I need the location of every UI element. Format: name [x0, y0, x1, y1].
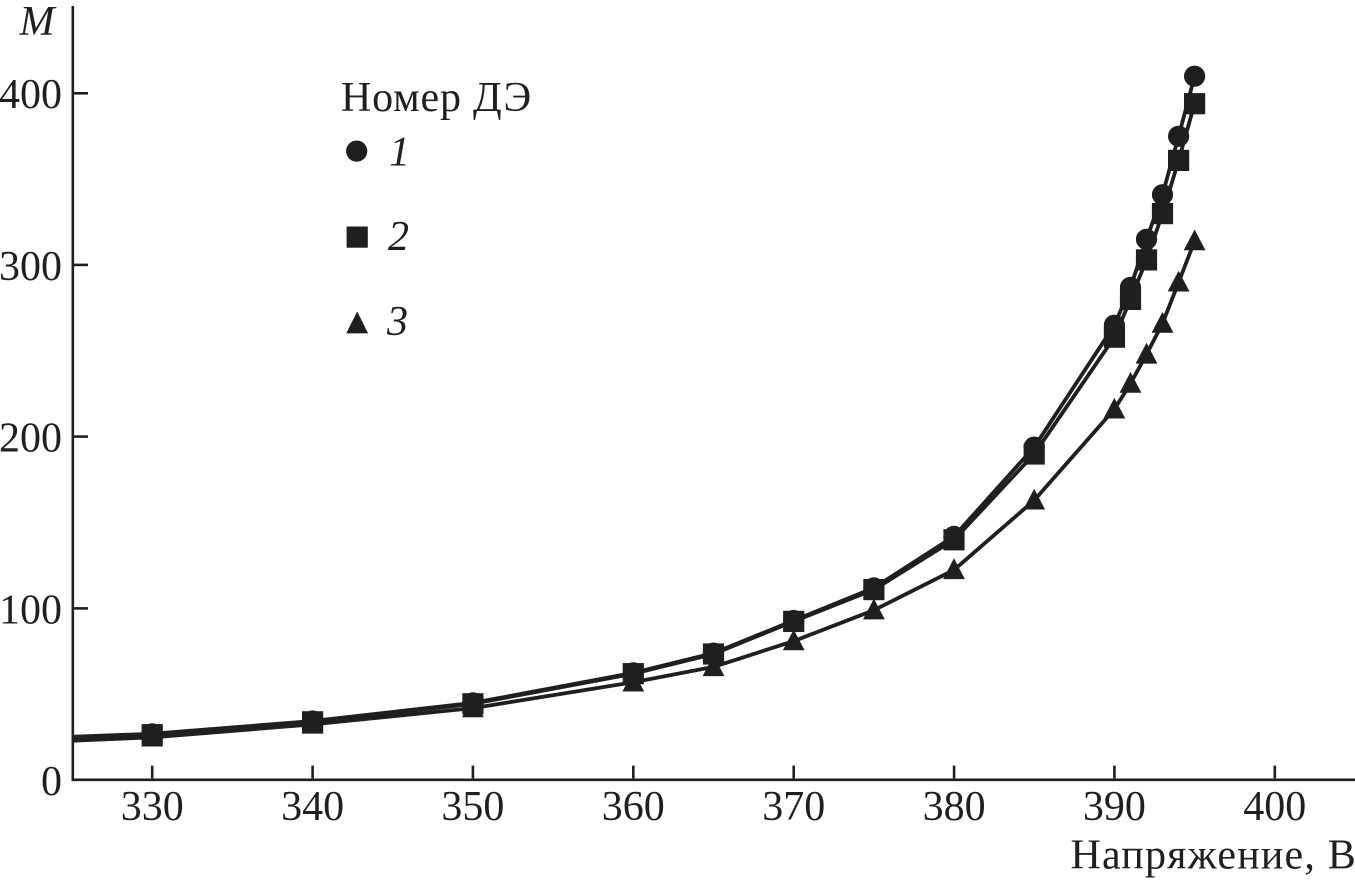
svg-text:360: 360 [602, 784, 665, 830]
svg-text:370: 370 [762, 784, 825, 830]
svg-text:330: 330 [121, 784, 184, 830]
svg-text:380: 380 [923, 784, 986, 830]
svg-text:M: M [19, 0, 57, 45]
svg-text:390: 390 [1083, 784, 1146, 830]
svg-text:2: 2 [388, 214, 409, 260]
svg-text:200: 200 [0, 416, 62, 462]
svg-text:400: 400 [0, 72, 62, 118]
svg-text:1: 1 [389, 130, 410, 176]
svg-text:300: 300 [0, 244, 62, 290]
svg-text:Напряжение, В: Напряжение, В [1070, 833, 1355, 879]
svg-text:3: 3 [386, 299, 408, 345]
svg-text:400: 400 [1243, 784, 1306, 830]
svg-text:Номер ДЭ: Номер ДЭ [341, 75, 532, 121]
svg-text:340: 340 [281, 784, 344, 830]
svg-text:0: 0 [41, 759, 62, 805]
svg-text:350: 350 [441, 784, 504, 830]
svg-text:100: 100 [0, 587, 62, 633]
